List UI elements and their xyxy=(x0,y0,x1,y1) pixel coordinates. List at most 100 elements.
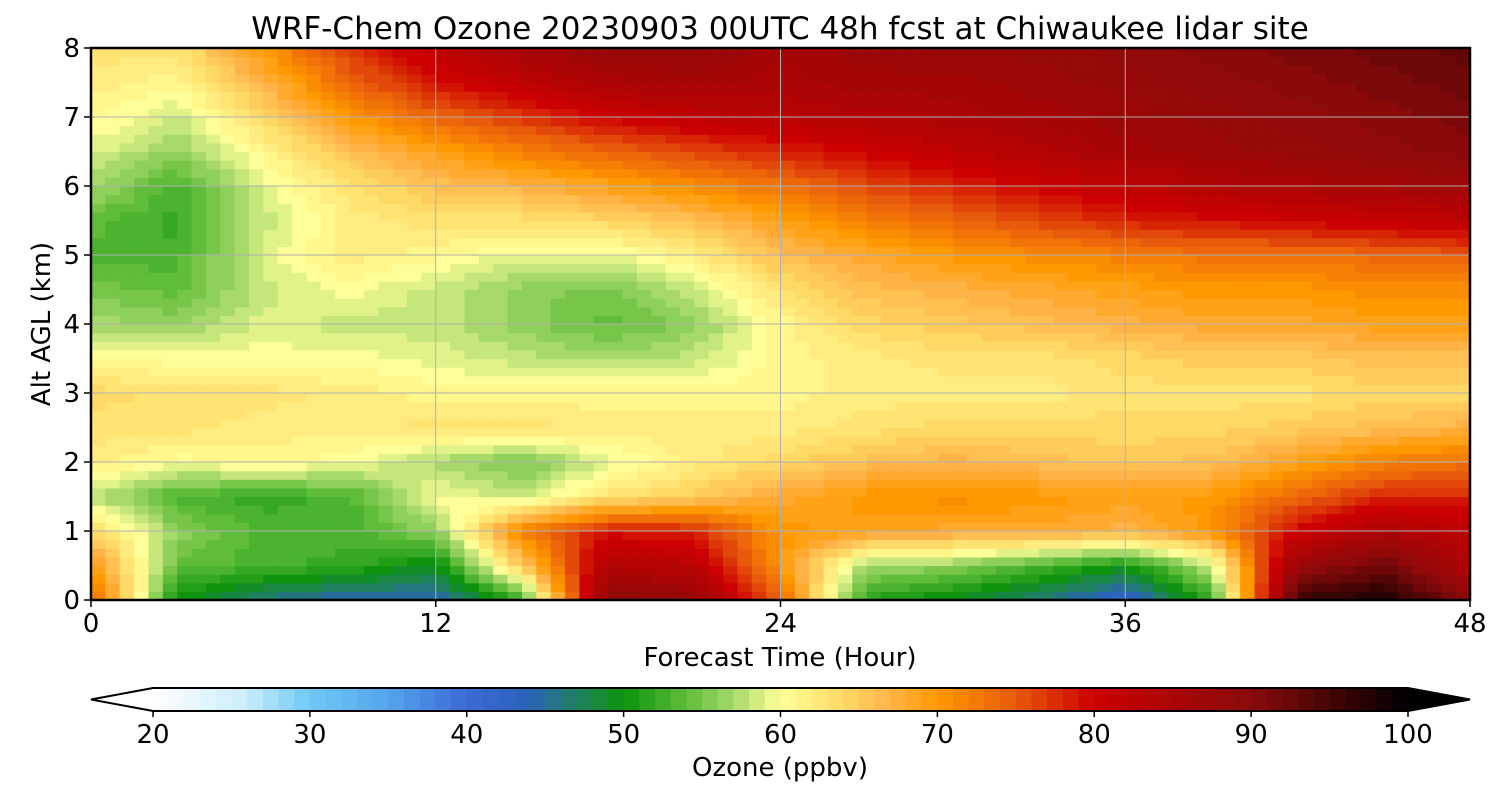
heatmap-cell xyxy=(665,168,681,178)
heatmap-cell xyxy=(924,91,940,101)
heatmap-cell xyxy=(521,427,537,437)
heatmap-cell xyxy=(177,48,193,58)
heatmap-cell xyxy=(1082,556,1098,567)
heatmap-cell xyxy=(881,263,897,273)
heatmap-cell xyxy=(967,582,983,592)
heatmap-cell xyxy=(1182,531,1198,541)
heatmap-cell xyxy=(1024,298,1040,308)
heatmap-cell xyxy=(866,108,882,118)
heatmap-cell xyxy=(866,324,882,334)
heatmap-cell xyxy=(306,574,322,584)
heatmap-cell xyxy=(550,108,566,118)
heatmap-cell xyxy=(837,108,853,118)
heatmap-cell xyxy=(177,91,193,101)
heatmap-cell xyxy=(909,108,925,118)
heatmap-cell xyxy=(1096,263,1112,273)
heatmap-cell xyxy=(708,505,724,515)
heatmap-cell xyxy=(134,436,150,446)
heatmap-cell xyxy=(292,358,308,368)
heatmap-cell xyxy=(550,125,566,135)
heatmap-cell xyxy=(263,410,279,420)
heatmap-cell xyxy=(1110,367,1126,377)
heatmap-cell xyxy=(349,99,365,109)
heatmap-cell xyxy=(981,453,997,463)
heatmap-cell xyxy=(909,211,925,222)
heatmap-cell xyxy=(924,203,940,213)
heatmap-cell xyxy=(608,177,624,187)
heatmap-cell xyxy=(1153,470,1169,480)
heatmap-cell xyxy=(363,186,379,196)
heatmap-cell xyxy=(952,591,968,600)
heatmap-cell xyxy=(421,556,437,567)
heatmap-cell xyxy=(1182,384,1198,394)
heatmap-cell xyxy=(866,125,882,135)
heatmap-cell xyxy=(636,522,652,532)
heatmap-cell xyxy=(478,556,494,567)
heatmap-cell xyxy=(593,237,609,247)
heatmap-cell xyxy=(320,306,336,316)
heatmap-cell xyxy=(723,65,738,75)
heatmap-cell xyxy=(967,306,983,316)
heatmap-cell xyxy=(1110,255,1126,265)
heatmap-cell xyxy=(881,91,897,101)
heatmap-cell xyxy=(995,263,1011,273)
heatmap-cell xyxy=(119,272,135,282)
heatmap-cell xyxy=(507,315,523,325)
heatmap-cell xyxy=(1125,505,1141,515)
heatmap-cell xyxy=(335,117,351,127)
heatmap-cell xyxy=(1096,108,1112,118)
heatmap-cell xyxy=(450,211,466,222)
heatmap-cell xyxy=(363,203,379,213)
heatmap-cell xyxy=(794,160,810,170)
heatmap-cell xyxy=(234,393,250,403)
heatmap-cell xyxy=(909,99,925,109)
heatmap-cell xyxy=(1024,418,1040,429)
heatmap-cell xyxy=(837,177,853,187)
heatmap-cell xyxy=(1096,160,1112,170)
heatmap-cell xyxy=(335,255,351,265)
heatmap-cell xyxy=(1039,539,1055,549)
heatmap-cell xyxy=(1024,289,1040,299)
heatmap-cell xyxy=(119,349,135,360)
heatmap-cell xyxy=(105,332,121,342)
heatmap-cell xyxy=(91,220,106,230)
heatmap-cell xyxy=(952,91,968,101)
heatmap-cell xyxy=(220,160,236,170)
heatmap-cell xyxy=(162,548,178,558)
heatmap-cell xyxy=(766,289,782,299)
heatmap-cell xyxy=(1082,160,1098,170)
heatmap-cell xyxy=(148,255,164,265)
heatmap-cell xyxy=(967,229,983,239)
heatmap-cell xyxy=(1024,65,1040,75)
heatmap-cell xyxy=(1182,99,1198,109)
heatmap-cell xyxy=(837,582,853,592)
heatmap-cell xyxy=(1067,393,1083,403)
heatmap-cell xyxy=(464,142,480,153)
heatmap-cell xyxy=(1039,548,1055,558)
heatmap-cell xyxy=(177,349,193,360)
heatmap-cell xyxy=(1053,186,1069,196)
heatmap-cell xyxy=(464,479,480,489)
heatmap-cell xyxy=(450,367,466,377)
heatmap-cell xyxy=(694,582,710,592)
heatmap-cell xyxy=(665,539,681,549)
heatmap-cell xyxy=(536,487,552,498)
heatmap-cell xyxy=(162,556,178,567)
heatmap-cell xyxy=(363,565,379,575)
heatmap-cell xyxy=(622,91,638,101)
heatmap-cell xyxy=(708,436,724,446)
heatmap-cell xyxy=(119,289,135,299)
heatmap-cell xyxy=(679,73,695,84)
heatmap-cell xyxy=(493,99,509,109)
heatmap-cell xyxy=(723,453,738,463)
heatmap-cell xyxy=(924,186,940,196)
heatmap-cell xyxy=(306,513,322,523)
heatmap-cell xyxy=(823,194,839,204)
heatmap-cell xyxy=(895,505,911,515)
heatmap-cell xyxy=(177,203,193,213)
heatmap-cell xyxy=(450,505,466,515)
heatmap-cell xyxy=(924,462,940,472)
heatmap-cell xyxy=(579,229,595,239)
heatmap-cell xyxy=(636,246,652,256)
heatmap-cell xyxy=(837,522,853,532)
